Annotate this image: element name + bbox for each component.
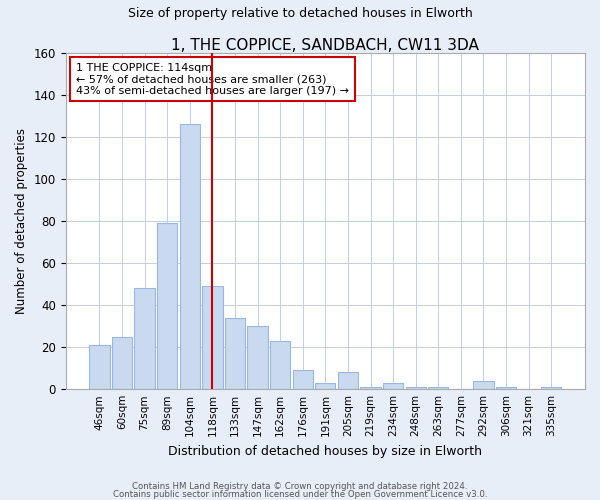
- Bar: [179, 124, 200, 389]
- Bar: [225, 318, 245, 389]
- Text: Contains HM Land Registry data © Crown copyright and database right 2024.: Contains HM Land Registry data © Crown c…: [132, 482, 468, 491]
- Title: 1, THE COPPICE, SANDBACH, CW11 3DA: 1, THE COPPICE, SANDBACH, CW11 3DA: [172, 38, 479, 52]
- Text: Size of property relative to detached houses in Elworth: Size of property relative to detached ho…: [128, 8, 472, 20]
- Y-axis label: Number of detached properties: Number of detached properties: [15, 128, 28, 314]
- Bar: [157, 223, 178, 389]
- Bar: [383, 383, 403, 389]
- Bar: [247, 326, 268, 389]
- Bar: [541, 387, 562, 389]
- Bar: [406, 387, 426, 389]
- Bar: [112, 336, 132, 389]
- Bar: [496, 387, 516, 389]
- Bar: [315, 383, 335, 389]
- Bar: [361, 387, 380, 389]
- Bar: [270, 341, 290, 389]
- Bar: [89, 345, 110, 389]
- Bar: [202, 286, 223, 389]
- Bar: [293, 370, 313, 389]
- Bar: [473, 381, 494, 389]
- Text: Contains public sector information licensed under the Open Government Licence v3: Contains public sector information licen…: [113, 490, 487, 499]
- Bar: [338, 372, 358, 389]
- Bar: [134, 288, 155, 389]
- X-axis label: Distribution of detached houses by size in Elworth: Distribution of detached houses by size …: [169, 444, 482, 458]
- Text: 1 THE COPPICE: 114sqm
← 57% of detached houses are smaller (263)
43% of semi-det: 1 THE COPPICE: 114sqm ← 57% of detached …: [76, 62, 349, 96]
- Bar: [428, 387, 448, 389]
